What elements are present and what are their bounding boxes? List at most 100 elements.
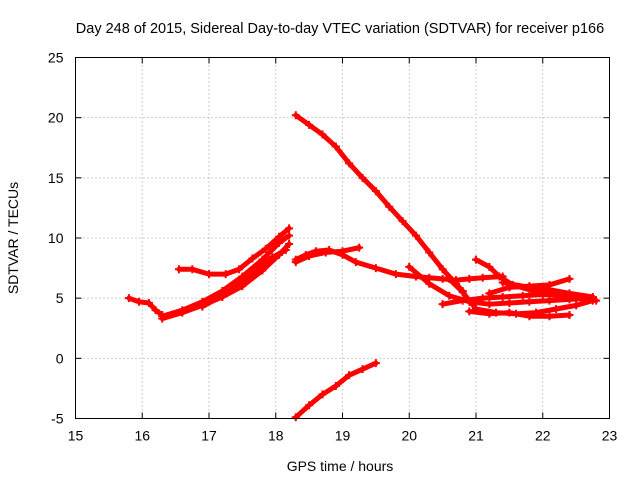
data-point: [398, 217, 407, 226]
data-point: [371, 264, 380, 273]
y-axis-label: SDTVAR / TECUs: [5, 182, 21, 294]
y-tick-label: 0: [56, 350, 64, 366]
series-arc-i: [291, 359, 380, 422]
data-point: [351, 258, 360, 267]
data-point: [465, 274, 474, 283]
data-point: [205, 270, 213, 279]
data-point: [338, 247, 347, 256]
data-point: [291, 258, 300, 267]
data-point: [305, 252, 314, 261]
data-point: [285, 240, 294, 249]
data-point: [485, 289, 494, 298]
data-point: [458, 288, 467, 297]
series-arc-g: [291, 243, 364, 267]
data-point: [565, 311, 574, 320]
series-trace: [159, 233, 292, 319]
data-point: [358, 173, 367, 182]
x-tick-label: 23: [602, 428, 618, 444]
data-point: [355, 243, 364, 252]
series-arc-p: [498, 278, 597, 301]
data-point: [485, 300, 494, 309]
x-tick-label: 16: [134, 428, 150, 444]
data-point: [321, 248, 330, 257]
data-point: [411, 231, 420, 240]
grid-layer: [75, 57, 610, 419]
data-point: [331, 142, 340, 151]
x-axis-label: GPS time / hours: [287, 458, 394, 474]
data-layer: [124, 111, 601, 422]
data-point: [505, 308, 514, 317]
data-point: [345, 159, 354, 168]
data-point: [151, 306, 160, 315]
data-point: [485, 309, 494, 318]
data-point: [371, 359, 380, 368]
data-point: [498, 292, 507, 301]
data-point: [235, 280, 244, 289]
series-arc-m: [465, 307, 574, 321]
x-tick-label: 21: [468, 428, 484, 444]
data-point: [305, 120, 314, 129]
data-point: [438, 274, 447, 283]
series-arc-d: [174, 224, 294, 279]
data-point: [318, 390, 327, 399]
data-point: [518, 291, 527, 300]
x-tick-label: 15: [68, 428, 84, 444]
data-point: [405, 262, 414, 271]
y-tick-label: 15: [48, 170, 64, 186]
data-point: [371, 187, 380, 196]
data-point: [565, 274, 574, 283]
data-point: [445, 291, 454, 300]
data-point: [485, 262, 494, 271]
data-point: [144, 298, 153, 307]
data-point: [438, 265, 447, 274]
data-point: [291, 111, 300, 120]
data-point: [235, 265, 244, 274]
data-point: [552, 304, 561, 313]
y-tick-label: 25: [48, 50, 64, 66]
data-point: [478, 294, 487, 303]
data-point: [285, 224, 294, 233]
data-point: [498, 278, 507, 287]
y-tick-label: -5: [51, 411, 64, 427]
data-point: [545, 285, 554, 294]
data-point: [178, 306, 187, 315]
y-tick-label: 10: [48, 230, 64, 246]
data-point: [465, 307, 474, 316]
data-point: [545, 312, 554, 321]
series-trace: [406, 264, 596, 307]
data-point: [358, 365, 367, 374]
data-point: [198, 302, 207, 311]
data-point: [285, 231, 294, 240]
data-point: [275, 232, 284, 241]
data-point: [445, 274, 454, 283]
data-point: [258, 255, 267, 264]
data-point: [261, 244, 270, 253]
data-point: [425, 248, 434, 257]
data-point: [565, 289, 574, 298]
data-point: [525, 297, 534, 306]
data-point: [221, 270, 230, 279]
data-point: [385, 202, 394, 211]
data-point: [458, 296, 467, 305]
data-point: [188, 265, 197, 274]
data-point: [158, 312, 167, 321]
data-point: [268, 253, 277, 262]
data-point: [218, 291, 227, 300]
data-point: [345, 371, 354, 380]
data-point: [305, 401, 314, 410]
data-point: [251, 267, 260, 276]
data-point: [318, 130, 327, 139]
data-point: [248, 254, 257, 263]
data-point: [391, 270, 400, 279]
y-tick-label: 5: [56, 290, 64, 306]
data-point: [174, 265, 183, 274]
data-point: [472, 255, 480, 264]
data-point: [495, 272, 504, 281]
x-tick-label: 19: [335, 428, 351, 444]
tick-layer: 15 16 17 18 19 20 21 22 23 -5 0 5 10 15 20 25: [48, 50, 618, 444]
x-tick-label: 22: [535, 428, 551, 444]
chart-title: Day 248 of 2015, Sidereal Day-to-day VTE…: [76, 21, 604, 37]
data-point: [478, 273, 487, 282]
